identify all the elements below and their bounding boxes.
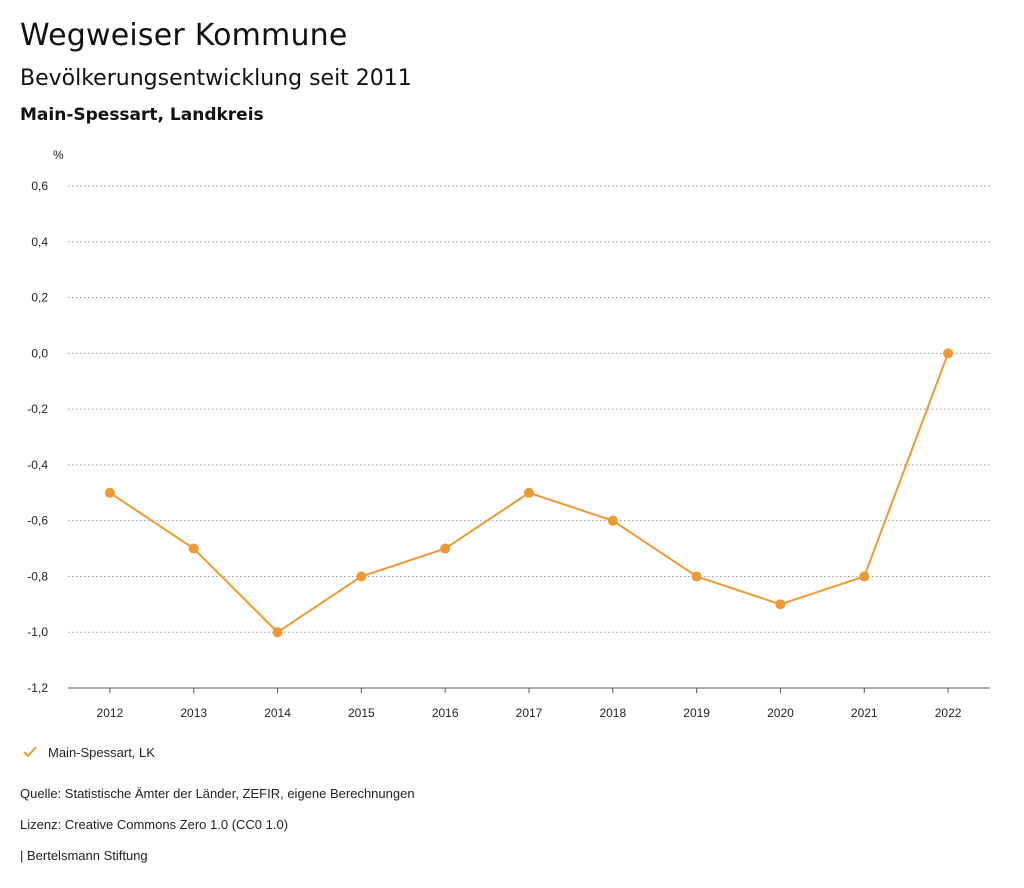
y-tick-label: -0,8 — [27, 569, 48, 583]
data-point[interactable] — [272, 627, 283, 638]
y-tick-label: -0,2 — [27, 402, 48, 416]
x-axis-ticks: 2012 2013 2014 2015 2016 2017 2018 2019 2020 2021… — [97, 688, 962, 720]
y-axis-unit: % — [53, 148, 64, 162]
data-point[interactable] — [943, 348, 954, 359]
data-point[interactable] — [691, 571, 702, 582]
data-point[interactable] — [859, 571, 870, 582]
x-tick-label: 2017 — [516, 706, 543, 720]
y-axis-ticks: 0,6 0,4 0,2 0,0 -0,2 -0,4 -0,6 -0,8 -1,0 -1,2 — [27, 179, 48, 695]
data-point[interactable] — [356, 571, 367, 582]
data-point[interactable] — [607, 515, 618, 526]
x-tick-label: 2016 — [432, 706, 459, 720]
y-tick-label: -1,0 — [27, 625, 48, 639]
page-title: Wegweiser Kommune — [20, 18, 348, 53]
y-tick-label: 0,4 — [31, 235, 48, 249]
check-icon — [23, 746, 37, 758]
y-tick-label: 0,0 — [31, 346, 48, 360]
y-tick-label: -0,6 — [27, 514, 48, 528]
x-tick-label: 2014 — [264, 706, 291, 720]
grid-lines — [68, 185, 990, 689]
data-point[interactable] — [188, 543, 199, 554]
license-note: Lizenz: Creative Commons Zero 1.0 (CC0 1… — [20, 817, 289, 832]
x-tick-label: 2022 — [935, 706, 962, 720]
x-tick-label: 2013 — [180, 706, 207, 720]
data-point[interactable] — [104, 487, 115, 498]
y-tick-label: -1,2 — [27, 681, 48, 695]
x-tick-label: 2015 — [348, 706, 375, 720]
data-point[interactable] — [775, 599, 786, 610]
x-tick-label: 2020 — [767, 706, 794, 720]
x-tick-label: 2021 — [851, 706, 878, 720]
y-tick-label: 0,6 — [31, 179, 48, 193]
series-points — [104, 348, 954, 638]
source-note: Quelle: Statistische Ämter der Länder, Z… — [20, 786, 415, 801]
data-point[interactable] — [524, 487, 534, 498]
line-chart: % 0,6 0,4 0,2 0,0 -0,2 -0,4 -0,6 -0,8 -1,0 -1,2 2… — [27, 148, 990, 720]
x-tick-label: 2019 — [683, 706, 710, 720]
x-tick-label: 2012 — [97, 706, 124, 720]
y-tick-label: 0,2 — [31, 291, 48, 305]
data-point[interactable] — [440, 543, 451, 554]
legend-label: Main-Spessart, LK — [48, 744, 155, 760]
legend[interactable]: Main-Spessart, LK — [22, 744, 155, 760]
publisher-note: | Bertelsmann Stiftung — [20, 848, 148, 863]
y-tick-label: -0,4 — [27, 458, 48, 472]
region-name: Main-Spessart, Landkreis — [20, 105, 264, 125]
page-subtitle: Bevölkerungsentwicklung seit 2011 — [20, 66, 412, 91]
x-tick-label: 2018 — [599, 706, 626, 720]
